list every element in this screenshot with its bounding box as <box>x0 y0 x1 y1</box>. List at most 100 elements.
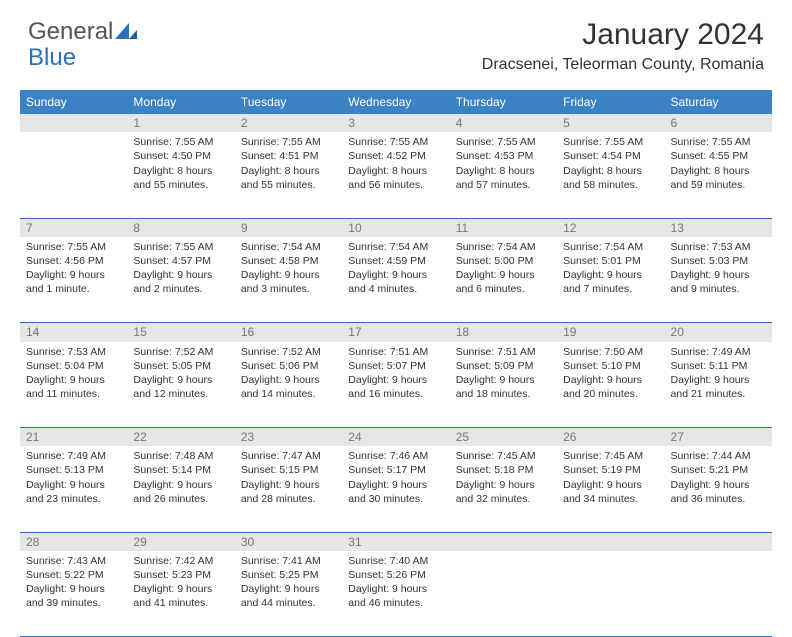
day-details: Sunrise: 7:54 AMSunset: 4:58 PMDaylight:… <box>235 237 342 301</box>
day-details: Sunrise: 7:55 AMSunset: 4:51 PMDaylight:… <box>235 132 342 196</box>
sunset-line: Sunset: 4:50 PM <box>133 149 228 163</box>
sunrise-line: Sunrise: 7:53 AM <box>26 345 121 359</box>
daynum-row: 21222324252627 <box>20 428 772 447</box>
sunset-line: Sunset: 4:59 PM <box>348 254 443 268</box>
calendar-day-cell: Sunrise: 7:43 AMSunset: 5:22 PMDaylight:… <box>20 551 127 637</box>
day-details: Sunrise: 7:51 AMSunset: 5:09 PMDaylight:… <box>450 342 557 406</box>
day-number-cell: 14 <box>20 323 127 342</box>
sunset-line: Sunset: 5:26 PM <box>348 568 443 582</box>
day-details: Sunrise: 7:55 AMSunset: 4:53 PMDaylight:… <box>450 132 557 196</box>
logo-triangle-icon <box>115 23 137 39</box>
sunrise-line: Sunrise: 7:50 AM <box>563 345 658 359</box>
calendar-day-cell: Sunrise: 7:53 AMSunset: 5:04 PMDaylight:… <box>20 342 127 428</box>
day-number-cell: 28 <box>20 532 127 551</box>
calendar-day-cell: Sunrise: 7:55 AMSunset: 4:50 PMDaylight:… <box>127 132 234 218</box>
daylight-line: Daylight: 9 hours and 14 minutes. <box>241 373 336 401</box>
day-number-cell: 24 <box>342 428 449 447</box>
sunrise-line: Sunrise: 7:42 AM <box>133 554 228 568</box>
daylight-line: Daylight: 9 hours and 16 minutes. <box>348 373 443 401</box>
sunset-line: Sunset: 5:13 PM <box>26 463 121 477</box>
sunset-line: Sunset: 5:19 PM <box>563 463 658 477</box>
daylight-line: Daylight: 9 hours and 28 minutes. <box>241 478 336 506</box>
weekday-header: Wednesday <box>342 90 449 114</box>
calendar-day-cell: Sunrise: 7:50 AMSunset: 5:10 PMDaylight:… <box>557 342 664 428</box>
daynum-row: 14151617181920 <box>20 323 772 342</box>
calendar-day-cell: Sunrise: 7:54 AMSunset: 4:59 PMDaylight:… <box>342 237 449 323</box>
day-number-cell <box>20 114 127 132</box>
daylight-line: Daylight: 9 hours and 2 minutes. <box>133 268 228 296</box>
day-details: Sunrise: 7:55 AMSunset: 4:55 PMDaylight:… <box>665 132 772 196</box>
weekday-header: Saturday <box>665 90 772 114</box>
sunset-line: Sunset: 5:01 PM <box>563 254 658 268</box>
daylight-line: Daylight: 8 hours and 57 minutes. <box>456 164 551 192</box>
day-number-cell <box>557 532 664 551</box>
daylight-line: Daylight: 9 hours and 41 minutes. <box>133 582 228 610</box>
sunrise-line: Sunrise: 7:40 AM <box>348 554 443 568</box>
calendar-day-cell: Sunrise: 7:44 AMSunset: 5:21 PMDaylight:… <box>665 446 772 532</box>
day-details: Sunrise: 7:55 AMSunset: 4:56 PMDaylight:… <box>20 237 127 301</box>
calendar-day-cell <box>450 551 557 637</box>
sunrise-line: Sunrise: 7:54 AM <box>563 240 658 254</box>
sunset-line: Sunset: 5:22 PM <box>26 568 121 582</box>
calendar-week-row: Sunrise: 7:55 AMSunset: 4:56 PMDaylight:… <box>20 237 772 323</box>
calendar-day-cell: Sunrise: 7:52 AMSunset: 5:05 PMDaylight:… <box>127 342 234 428</box>
daylight-line: Daylight: 9 hours and 26 minutes. <box>133 478 228 506</box>
day-number-cell: 27 <box>665 428 772 447</box>
sunset-line: Sunset: 4:55 PM <box>671 149 766 163</box>
day-number-cell: 4 <box>450 114 557 132</box>
sunset-line: Sunset: 4:57 PM <box>133 254 228 268</box>
day-details: Sunrise: 7:47 AMSunset: 5:15 PMDaylight:… <box>235 446 342 510</box>
location-subtitle: Dracsenei, Teleorman County, Romania <box>482 56 764 74</box>
calendar-day-cell: Sunrise: 7:55 AMSunset: 4:52 PMDaylight:… <box>342 132 449 218</box>
calendar-day-cell: Sunrise: 7:49 AMSunset: 5:13 PMDaylight:… <box>20 446 127 532</box>
calendar-header-row: SundayMondayTuesdayWednesdayThursdayFrid… <box>20 90 772 114</box>
day-number-cell: 30 <box>235 532 342 551</box>
sunrise-line: Sunrise: 7:55 AM <box>456 135 551 149</box>
calendar-day-cell: Sunrise: 7:47 AMSunset: 5:15 PMDaylight:… <box>235 446 342 532</box>
day-details: Sunrise: 7:48 AMSunset: 5:14 PMDaylight:… <box>127 446 234 510</box>
calendar-day-cell: Sunrise: 7:54 AMSunset: 4:58 PMDaylight:… <box>235 237 342 323</box>
sunset-line: Sunset: 5:05 PM <box>133 359 228 373</box>
daynum-row: 28293031 <box>20 532 772 551</box>
sunrise-line: Sunrise: 7:55 AM <box>26 240 121 254</box>
day-number-cell: 5 <box>557 114 664 132</box>
day-details: Sunrise: 7:52 AMSunset: 5:06 PMDaylight:… <box>235 342 342 406</box>
sunrise-line: Sunrise: 7:49 AM <box>26 449 121 463</box>
day-number-cell: 11 <box>450 218 557 237</box>
day-details: Sunrise: 7:53 AMSunset: 5:03 PMDaylight:… <box>665 237 772 301</box>
sunrise-line: Sunrise: 7:54 AM <box>456 240 551 254</box>
day-details: Sunrise: 7:45 AMSunset: 5:19 PMDaylight:… <box>557 446 664 510</box>
calendar-week-row: Sunrise: 7:43 AMSunset: 5:22 PMDaylight:… <box>20 551 772 637</box>
sunset-line: Sunset: 5:06 PM <box>241 359 336 373</box>
day-details: Sunrise: 7:45 AMSunset: 5:18 PMDaylight:… <box>450 446 557 510</box>
day-details: Sunrise: 7:46 AMSunset: 5:17 PMDaylight:… <box>342 446 449 510</box>
calendar-day-cell: Sunrise: 7:55 AMSunset: 4:55 PMDaylight:… <box>665 132 772 218</box>
weekday-header: Sunday <box>20 90 127 114</box>
calendar-day-cell: Sunrise: 7:55 AMSunset: 4:56 PMDaylight:… <box>20 237 127 323</box>
calendar-day-cell: Sunrise: 7:52 AMSunset: 5:06 PMDaylight:… <box>235 342 342 428</box>
logo-text-1: General <box>28 18 113 46</box>
daynum-row: 123456 <box>20 114 772 132</box>
calendar-day-cell: Sunrise: 7:42 AMSunset: 5:23 PMDaylight:… <box>127 551 234 637</box>
daylight-line: Daylight: 9 hours and 44 minutes. <box>241 582 336 610</box>
sunrise-line: Sunrise: 7:51 AM <box>456 345 551 359</box>
sunrise-line: Sunrise: 7:47 AM <box>241 449 336 463</box>
sunset-line: Sunset: 4:58 PM <box>241 254 336 268</box>
calendar-day-cell: Sunrise: 7:45 AMSunset: 5:19 PMDaylight:… <box>557 446 664 532</box>
title-block: January 2024 Dracsenei, Teleorman County… <box>482 18 764 74</box>
day-details: Sunrise: 7:51 AMSunset: 5:07 PMDaylight:… <box>342 342 449 406</box>
calendar-day-cell: Sunrise: 7:40 AMSunset: 5:26 PMDaylight:… <box>342 551 449 637</box>
day-number-cell: 26 <box>557 428 664 447</box>
sunset-line: Sunset: 5:07 PM <box>348 359 443 373</box>
day-details: Sunrise: 7:55 AMSunset: 4:50 PMDaylight:… <box>127 132 234 196</box>
sunrise-line: Sunrise: 7:41 AM <box>241 554 336 568</box>
sunset-line: Sunset: 4:52 PM <box>348 149 443 163</box>
sunset-line: Sunset: 5:10 PM <box>563 359 658 373</box>
day-number-cell: 1 <box>127 114 234 132</box>
calendar-day-cell <box>20 132 127 218</box>
calendar-day-cell: Sunrise: 7:55 AMSunset: 4:53 PMDaylight:… <box>450 132 557 218</box>
weekday-header: Thursday <box>450 90 557 114</box>
day-number-cell: 29 <box>127 532 234 551</box>
sunset-line: Sunset: 5:04 PM <box>26 359 121 373</box>
sunset-line: Sunset: 5:00 PM <box>456 254 551 268</box>
